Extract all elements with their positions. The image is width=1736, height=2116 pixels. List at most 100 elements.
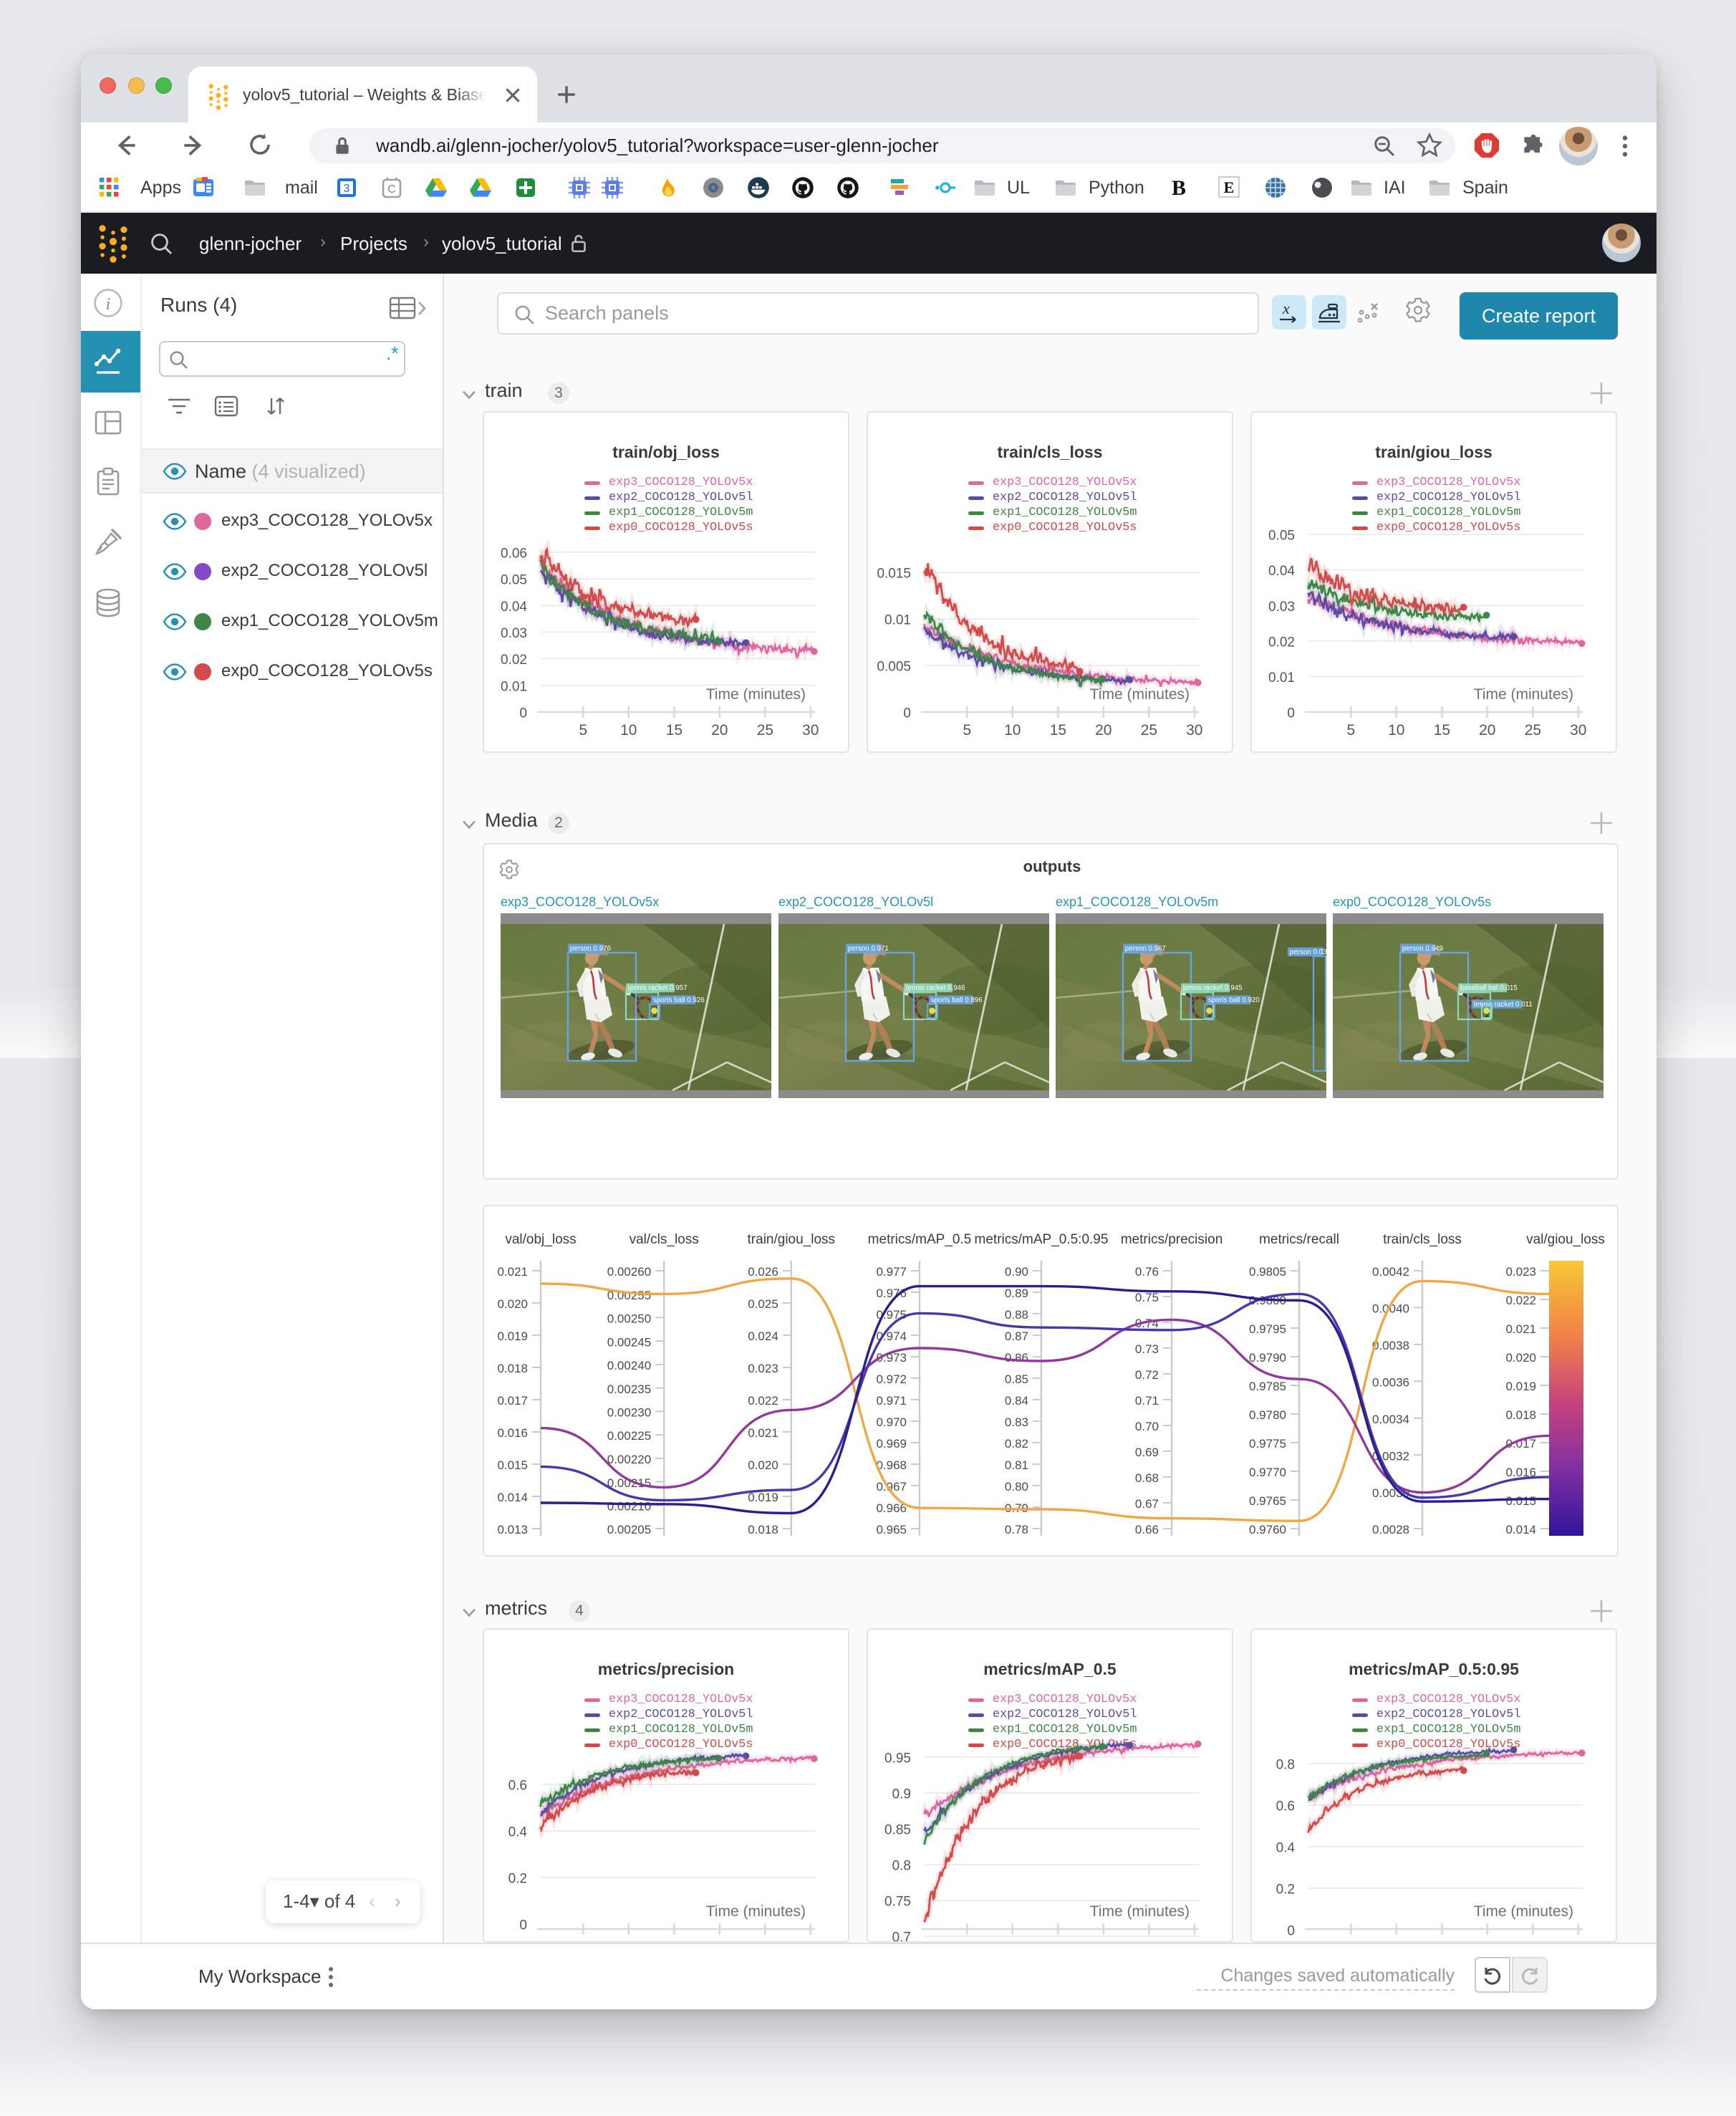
svg-text:0.965: 0.965 (876, 1523, 907, 1536)
svg-text:0.84: 0.84 (1005, 1394, 1028, 1408)
svg-text:0.015: 0.015 (497, 1458, 528, 1472)
svg-text:Time (minutes): Time (minutes) (1474, 1903, 1573, 1920)
svg-text:i: i (106, 295, 111, 314)
svg-text:0.022: 0.022 (1505, 1294, 1536, 1307)
svg-text:0.023: 0.023 (748, 1362, 778, 1375)
svg-text:0.018: 0.018 (1505, 1408, 1536, 1422)
svg-text:0.03: 0.03 (1268, 600, 1295, 615)
svg-text:0.2: 0.2 (508, 1872, 527, 1887)
svg-text:0.0036: 0.0036 (1372, 1375, 1409, 1389)
svg-text:0.00240: 0.00240 (607, 1359, 651, 1372)
svg-text:person 0.971: person 0.971 (848, 945, 889, 953)
svg-text:30: 30 (802, 722, 819, 739)
svg-text:0.00210: 0.00210 (607, 1499, 651, 1513)
svg-text:0.0028: 0.0028 (1372, 1523, 1409, 1536)
svg-text:0.021: 0.021 (1505, 1322, 1536, 1336)
svg-text:tennis racket 0.957: tennis racket 0.957 (628, 984, 688, 992)
svg-text:0.0042: 0.0042 (1372, 1265, 1409, 1279)
svg-text:0.019: 0.019 (748, 1491, 778, 1504)
svg-text:0.9775: 0.9775 (1249, 1437, 1286, 1451)
svg-text:x: x (1282, 299, 1290, 317)
svg-text:Time (minutes): Time (minutes) (1090, 686, 1190, 703)
svg-text:0.72: 0.72 (1135, 1368, 1159, 1382)
svg-text:0: 0 (519, 706, 527, 721)
svg-text:0.04: 0.04 (1268, 564, 1295, 579)
svg-text:0.020: 0.020 (748, 1458, 778, 1472)
svg-text:5: 5 (579, 722, 588, 739)
svg-text:0.005: 0.005 (877, 660, 911, 675)
svg-text:Time (minutes): Time (minutes) (1474, 686, 1573, 703)
svg-text:val/obj_loss: val/obj_loss (505, 1232, 576, 1247)
svg-text:Time (minutes): Time (minutes) (706, 1903, 806, 1920)
svg-text:0.019: 0.019 (497, 1329, 528, 1343)
svg-text:0.021: 0.021 (497, 1265, 528, 1279)
svg-text:0.01: 0.01 (501, 679, 527, 694)
svg-text:3: 3 (344, 183, 350, 195)
svg-text:0.016: 0.016 (497, 1426, 528, 1440)
svg-text:0.9780: 0.9780 (1249, 1408, 1286, 1422)
svg-text:0.970: 0.970 (876, 1415, 907, 1429)
svg-text:5: 5 (963, 722, 972, 739)
svg-text:15: 15 (1050, 722, 1066, 739)
svg-text:0: 0 (519, 1918, 527, 1933)
svg-text:0.9795: 0.9795 (1249, 1322, 1286, 1336)
svg-text:tennis racket 0.946: tennis racket 0.946 (906, 984, 965, 992)
svg-text:10: 10 (1388, 722, 1404, 739)
svg-text:metrics/mAP_0.5:0.95: metrics/mAP_0.5:0.95 (975, 1232, 1109, 1247)
svg-text:tennis racket 0.011: tennis racket 0.011 (1474, 1001, 1533, 1009)
svg-text:0.017: 0.017 (1505, 1437, 1536, 1451)
svg-text:0.018: 0.018 (497, 1362, 528, 1375)
svg-text:0.88: 0.88 (1005, 1308, 1028, 1322)
svg-text:0.00230: 0.00230 (607, 1406, 651, 1420)
svg-text:0.03: 0.03 (501, 626, 527, 641)
svg-text:0.9790: 0.9790 (1249, 1351, 1286, 1365)
svg-text:20: 20 (711, 722, 728, 739)
svg-text:sports ball 0.926: sports ball 0.926 (653, 996, 705, 1004)
svg-text:5: 5 (1347, 722, 1356, 739)
svg-text:0.85: 0.85 (884, 1823, 911, 1838)
svg-text:0.015: 0.015 (877, 567, 911, 582)
svg-text:metrics/precision: metrics/precision (1121, 1232, 1223, 1247)
svg-text:0.972: 0.972 (876, 1372, 907, 1386)
svg-text:0: 0 (1287, 706, 1295, 721)
svg-text:train/cls_loss: train/cls_loss (1383, 1232, 1462, 1247)
svg-text:0.00225: 0.00225 (607, 1429, 651, 1443)
svg-text:0.06: 0.06 (501, 546, 527, 561)
svg-text:15: 15 (1434, 722, 1450, 739)
svg-text:baseball bat 0.015: baseball bat 0.015 (1460, 984, 1518, 992)
svg-text:0.01: 0.01 (884, 613, 911, 628)
svg-text:C: C (387, 183, 396, 196)
svg-text:0.014: 0.014 (1505, 1523, 1536, 1536)
svg-text:0.013: 0.013 (497, 1523, 528, 1536)
svg-text:person 0.976: person 0.976 (570, 945, 612, 953)
svg-text:0.82: 0.82 (1005, 1437, 1028, 1451)
svg-text:0.017: 0.017 (497, 1394, 528, 1408)
svg-text:0.022: 0.022 (748, 1394, 778, 1408)
svg-text:0.00220: 0.00220 (607, 1453, 651, 1466)
svg-text:0.86: 0.86 (1005, 1351, 1028, 1365)
svg-text:0.69: 0.69 (1135, 1446, 1159, 1459)
svg-text:25: 25 (757, 722, 773, 739)
svg-text:Time (minutes): Time (minutes) (1090, 1903, 1190, 1920)
svg-text:0.68: 0.68 (1135, 1471, 1159, 1485)
svg-text:25: 25 (1141, 722, 1157, 739)
svg-text:0.015: 0.015 (1505, 1494, 1536, 1508)
svg-text:person 0.967: person 0.967 (1125, 945, 1166, 953)
svg-text:0.025: 0.025 (748, 1297, 778, 1311)
svg-text:0.6: 0.6 (508, 1779, 527, 1794)
svg-text:0.02: 0.02 (1268, 635, 1295, 650)
svg-text:30: 30 (1570, 722, 1586, 739)
svg-text:0.75: 0.75 (884, 1895, 911, 1910)
svg-text:0.0034: 0.0034 (1372, 1413, 1409, 1426)
svg-text:0.67: 0.67 (1135, 1497, 1159, 1511)
svg-text:0.00260: 0.00260 (607, 1265, 651, 1279)
svg-text:sports ball 0.896: sports ball 0.896 (931, 996, 983, 1004)
svg-text:val/giou_loss: val/giou_loss (1526, 1232, 1605, 1247)
svg-text:15: 15 (666, 722, 683, 739)
svg-text:0.00235: 0.00235 (607, 1382, 651, 1396)
svg-text:30: 30 (1186, 722, 1202, 739)
svg-text:0.66: 0.66 (1135, 1523, 1159, 1536)
svg-text:person 0.949: person 0.949 (1402, 945, 1443, 953)
svg-text:0.026: 0.026 (748, 1265, 778, 1279)
svg-text:0.76: 0.76 (1135, 1265, 1159, 1279)
